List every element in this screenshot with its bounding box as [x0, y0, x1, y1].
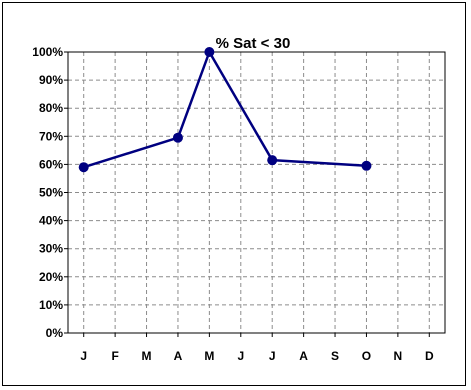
chart-title: % Sat < 30 [216, 35, 291, 52]
y-tick-label: 20% [39, 270, 63, 284]
x-tick-label: M [142, 349, 152, 363]
series-line [83, 50, 367, 169]
y-tick-label: 100% [32, 45, 63, 59]
y-axis-ticks: 0% 10% 20% 30% 40% 50% 60% 70% 80% 90% 100% [32, 45, 68, 340]
x-tick-label: D [425, 349, 434, 363]
x-tick-label: M [204, 349, 214, 363]
y-tick-label: 70% [39, 129, 63, 143]
y-tick-label: 80% [39, 101, 63, 115]
data-point [204, 47, 215, 57]
x-tick-label: O [362, 349, 371, 363]
x-tick-label: J [237, 349, 244, 363]
x-tick-label: F [111, 349, 118, 363]
x-tick-label: A [299, 349, 308, 363]
data-point [78, 162, 89, 173]
x-tick-label: J [269, 349, 276, 363]
y-tick-label: 30% [39, 242, 63, 256]
data-point [361, 160, 372, 171]
series-layer [78, 47, 372, 173]
y-tick-label: 10% [39, 298, 63, 312]
gridlines [68, 52, 445, 333]
x-tick-label: N [394, 349, 403, 363]
y-tick-label: 0% [46, 326, 64, 340]
data-point [172, 132, 183, 143]
x-tick-label: S [331, 349, 339, 363]
y-tick-label: 90% [39, 73, 63, 87]
chart-frame [2, 2, 466, 386]
x-tick-label: J [80, 349, 87, 363]
y-tick-label: 60% [39, 157, 63, 171]
y-tick-label: 40% [39, 214, 63, 228]
data-point [267, 155, 278, 166]
y-tick-label: 50% [39, 186, 63, 200]
x-tick-label: A [174, 349, 183, 363]
